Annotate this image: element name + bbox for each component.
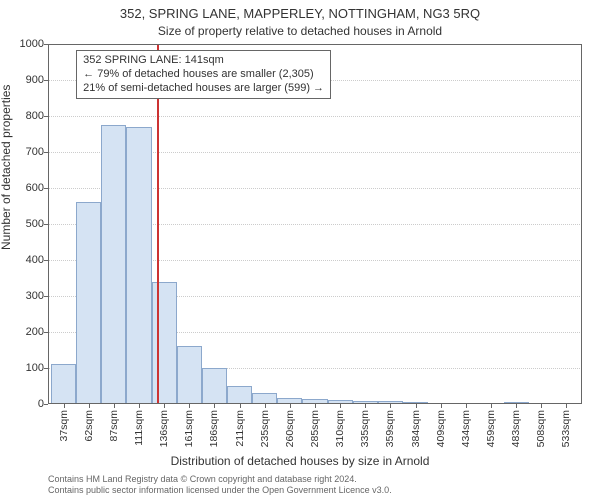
histogram-bar — [227, 386, 252, 404]
xtick-label: 235sqm — [259, 410, 271, 447]
xtick-label: 459sqm — [485, 410, 497, 447]
histogram-bar — [152, 282, 177, 404]
xtick-mark — [290, 404, 291, 408]
ytick-mark — [44, 188, 48, 189]
ytick-label: 700 — [26, 146, 44, 158]
ytick-label: 900 — [26, 74, 44, 86]
xtick-label: 533sqm — [560, 410, 572, 447]
ytick-label: 500 — [26, 218, 44, 230]
xtick-mark — [240, 404, 241, 408]
xtick-mark — [541, 404, 542, 408]
attribution-footer: Contains HM Land Registry data © Crown c… — [48, 474, 392, 496]
xtick-mark — [340, 404, 341, 408]
xtick-label: 434sqm — [460, 410, 472, 447]
footer-line: Contains HM Land Registry data © Crown c… — [48, 474, 392, 485]
ytick-mark — [44, 260, 48, 261]
ytick-label: 100 — [26, 362, 44, 374]
ytick-mark — [44, 80, 48, 81]
histogram-bar — [51, 364, 76, 404]
xtick-label: 186sqm — [208, 410, 220, 447]
xtick-label: 260sqm — [284, 410, 296, 447]
histogram-bar — [177, 346, 202, 404]
histogram-bar — [202, 368, 227, 404]
chart-title: 352, SPRING LANE, MAPPERLEY, NOTTINGHAM,… — [0, 6, 600, 21]
xtick-label: 335sqm — [359, 410, 371, 447]
footer-line: Contains public sector information licen… — [48, 485, 392, 496]
histogram-bar — [76, 202, 101, 404]
xtick-mark — [214, 404, 215, 408]
plot-area: 352 SPRING LANE: 141sqm← 79% of detached… — [48, 44, 582, 404]
histogram-bar — [101, 125, 126, 404]
ytick-label: 0 — [38, 398, 44, 410]
histogram-bar — [126, 127, 151, 404]
xtick-mark — [365, 404, 366, 408]
ytick-label: 400 — [26, 254, 44, 266]
ytick-mark — [44, 116, 48, 117]
xtick-mark — [516, 404, 517, 408]
xtick-label: 359sqm — [384, 410, 396, 447]
xtick-mark — [441, 404, 442, 408]
ytick-mark — [44, 332, 48, 333]
xtick-label: 409sqm — [435, 410, 447, 447]
ytick-mark — [44, 224, 48, 225]
annotation-box: 352 SPRING LANE: 141sqm← 79% of detached… — [76, 50, 331, 99]
xtick-label: 211sqm — [234, 410, 246, 447]
xtick-mark — [491, 404, 492, 408]
xtick-mark — [265, 404, 266, 408]
ytick-mark — [44, 152, 48, 153]
xtick-label: 161sqm — [183, 410, 195, 447]
ytick-label: 1000 — [20, 38, 44, 50]
chart-subtitle: Size of property relative to detached ho… — [0, 24, 600, 38]
xtick-mark — [189, 404, 190, 408]
xtick-mark — [315, 404, 316, 408]
xtick-mark — [139, 404, 140, 408]
xtick-label: 310sqm — [334, 410, 346, 447]
ytick-mark — [44, 44, 48, 45]
xtick-label: 384sqm — [410, 410, 422, 447]
ytick-label: 600 — [26, 182, 44, 194]
xtick-mark — [64, 404, 65, 408]
ytick-label: 200 — [26, 326, 44, 338]
xtick-mark — [390, 404, 391, 408]
xtick-mark — [566, 404, 567, 408]
xtick-label: 111sqm — [133, 410, 145, 446]
xtick-label: 37sqm — [58, 410, 70, 442]
annotation-line: 352 SPRING LANE: 141sqm — [83, 54, 324, 68]
xtick-mark — [466, 404, 467, 408]
xtick-label: 285sqm — [309, 410, 321, 447]
ytick-label: 300 — [26, 290, 44, 302]
xtick-mark — [416, 404, 417, 408]
xtick-label: 483sqm — [510, 410, 522, 447]
ytick-label: 800 — [26, 110, 44, 122]
ytick-mark — [44, 368, 48, 369]
xtick-label: 136sqm — [158, 410, 170, 447]
xtick-mark — [114, 404, 115, 408]
annotation-line: 21% of semi-detached houses are larger (… — [83, 82, 324, 96]
xtick-mark — [164, 404, 165, 408]
xtick-label: 62sqm — [83, 410, 95, 442]
x-axis-label: Distribution of detached houses by size … — [0, 454, 600, 468]
y-axis-label: Number of detached properties — [0, 85, 13, 250]
annotation-line: ← 79% of detached houses are smaller (2,… — [83, 68, 324, 82]
histogram-bar — [252, 393, 277, 404]
ytick-mark — [44, 404, 48, 405]
ytick-mark — [44, 296, 48, 297]
xtick-label: 87sqm — [108, 410, 120, 442]
xtick-mark — [89, 404, 90, 408]
xtick-label: 508sqm — [535, 410, 547, 447]
